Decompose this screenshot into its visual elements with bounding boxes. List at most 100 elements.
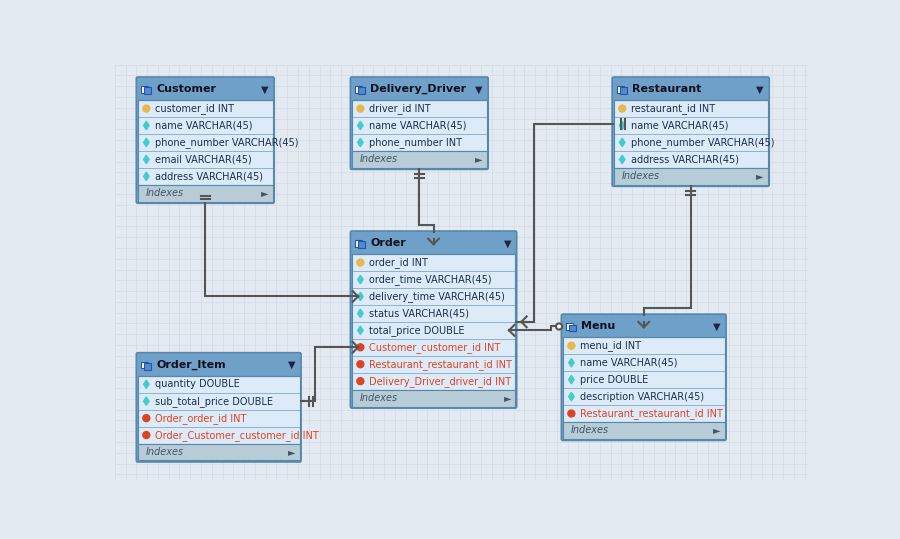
Bar (352, 390, 515, 406)
Text: address VARCHAR(45): address VARCHAR(45) (631, 154, 739, 164)
Text: ▼: ▼ (288, 360, 295, 370)
Circle shape (618, 105, 626, 112)
Bar (144, 87, 151, 94)
Text: Indexes: Indexes (571, 425, 608, 436)
Bar (138, 100, 273, 185)
Bar (355, 86, 362, 93)
Circle shape (143, 432, 149, 439)
Text: ►: ► (261, 188, 268, 198)
Text: Order_Item: Order_Item (157, 360, 226, 370)
Text: Indexes: Indexes (146, 447, 184, 457)
Bar (141, 362, 148, 369)
Text: email VARCHAR(45): email VARCHAR(45) (155, 154, 251, 164)
Text: Indexes: Indexes (621, 171, 660, 181)
FancyBboxPatch shape (136, 77, 274, 203)
Text: Indexes: Indexes (146, 188, 184, 198)
Text: Restaurant: Restaurant (632, 84, 702, 94)
Circle shape (357, 259, 364, 266)
Text: name VARCHAR(45): name VARCHAR(45) (369, 121, 466, 130)
Bar (141, 86, 148, 93)
Text: name VARCHAR(45): name VARCHAR(45) (580, 358, 678, 368)
Polygon shape (357, 138, 363, 147)
Polygon shape (569, 358, 574, 367)
Text: status VARCHAR(45): status VARCHAR(45) (369, 308, 469, 319)
Polygon shape (144, 121, 149, 130)
Circle shape (143, 414, 149, 421)
Text: Delivery_Driver_driver_id INT: Delivery_Driver_driver_id INT (369, 376, 511, 386)
Circle shape (357, 378, 364, 385)
Bar (358, 87, 365, 94)
Bar (144, 363, 151, 370)
Text: ▼: ▼ (756, 84, 764, 94)
Text: Indexes: Indexes (360, 154, 398, 164)
Bar (616, 86, 624, 93)
Polygon shape (144, 172, 149, 181)
Bar (562, 337, 724, 422)
Bar (614, 100, 768, 168)
Bar (352, 254, 515, 390)
Bar (355, 240, 362, 247)
Text: order_time VARCHAR(45): order_time VARCHAR(45) (369, 274, 491, 285)
Text: ►: ► (288, 447, 295, 457)
Polygon shape (144, 380, 149, 389)
Bar (138, 444, 300, 460)
Polygon shape (619, 121, 625, 130)
Text: ▼: ▼ (475, 84, 482, 94)
FancyBboxPatch shape (136, 353, 302, 462)
Text: ▼: ▼ (504, 238, 511, 248)
Text: Restaurant_restaurant_id INT: Restaurant_restaurant_id INT (369, 359, 512, 370)
Bar (566, 323, 573, 330)
Text: phone_number VARCHAR(45): phone_number VARCHAR(45) (155, 137, 298, 148)
Text: ▼: ▼ (261, 84, 268, 94)
Text: Indexes: Indexes (360, 393, 398, 403)
Text: ▼: ▼ (713, 321, 721, 331)
Text: menu_id INT: menu_id INT (580, 340, 641, 351)
Polygon shape (357, 309, 363, 317)
Circle shape (143, 105, 149, 112)
Bar (620, 87, 626, 94)
Polygon shape (144, 397, 149, 405)
Bar (562, 422, 724, 439)
FancyBboxPatch shape (612, 77, 770, 186)
Circle shape (568, 410, 575, 417)
Bar (358, 241, 365, 248)
Polygon shape (144, 138, 149, 147)
Text: Order: Order (371, 238, 406, 248)
Text: phone_number VARCHAR(45): phone_number VARCHAR(45) (631, 137, 774, 148)
Text: ►: ► (756, 171, 764, 181)
Circle shape (357, 361, 364, 368)
Bar (138, 376, 300, 444)
Text: name VARCHAR(45): name VARCHAR(45) (155, 121, 252, 130)
Text: customer_id INT: customer_id INT (155, 103, 234, 114)
Text: Customer_customer_id INT: Customer_customer_id INT (369, 342, 500, 353)
Bar (352, 151, 487, 168)
Polygon shape (357, 275, 363, 284)
Text: quantity DOUBLE: quantity DOUBLE (155, 379, 239, 389)
FancyBboxPatch shape (350, 231, 517, 408)
Text: phone_number INT: phone_number INT (369, 137, 462, 148)
Polygon shape (357, 292, 363, 301)
Circle shape (357, 105, 364, 112)
Text: ►: ► (504, 393, 511, 403)
Circle shape (568, 342, 575, 349)
Text: Order_Customer_customer_id INT: Order_Customer_customer_id INT (155, 430, 319, 440)
Circle shape (357, 344, 364, 351)
Bar (569, 324, 576, 331)
FancyBboxPatch shape (350, 77, 488, 169)
Text: address VARCHAR(45): address VARCHAR(45) (155, 171, 263, 181)
Polygon shape (569, 375, 574, 384)
Text: order_id INT: order_id INT (369, 257, 428, 268)
Polygon shape (357, 121, 363, 130)
Bar (352, 100, 487, 151)
Bar (138, 185, 273, 202)
Text: Restaurant_restaurant_id INT: Restaurant_restaurant_id INT (580, 408, 723, 419)
Text: ►: ► (713, 425, 721, 436)
Polygon shape (619, 155, 625, 164)
Text: Delivery_Driver: Delivery_Driver (371, 84, 466, 94)
Text: Order_order_id INT: Order_order_id INT (155, 413, 247, 424)
Text: driver_id INT: driver_id INT (369, 103, 430, 114)
Polygon shape (569, 392, 574, 401)
Text: delivery_time VARCHAR(45): delivery_time VARCHAR(45) (369, 291, 505, 302)
Text: ►: ► (475, 154, 482, 164)
Circle shape (556, 323, 562, 329)
